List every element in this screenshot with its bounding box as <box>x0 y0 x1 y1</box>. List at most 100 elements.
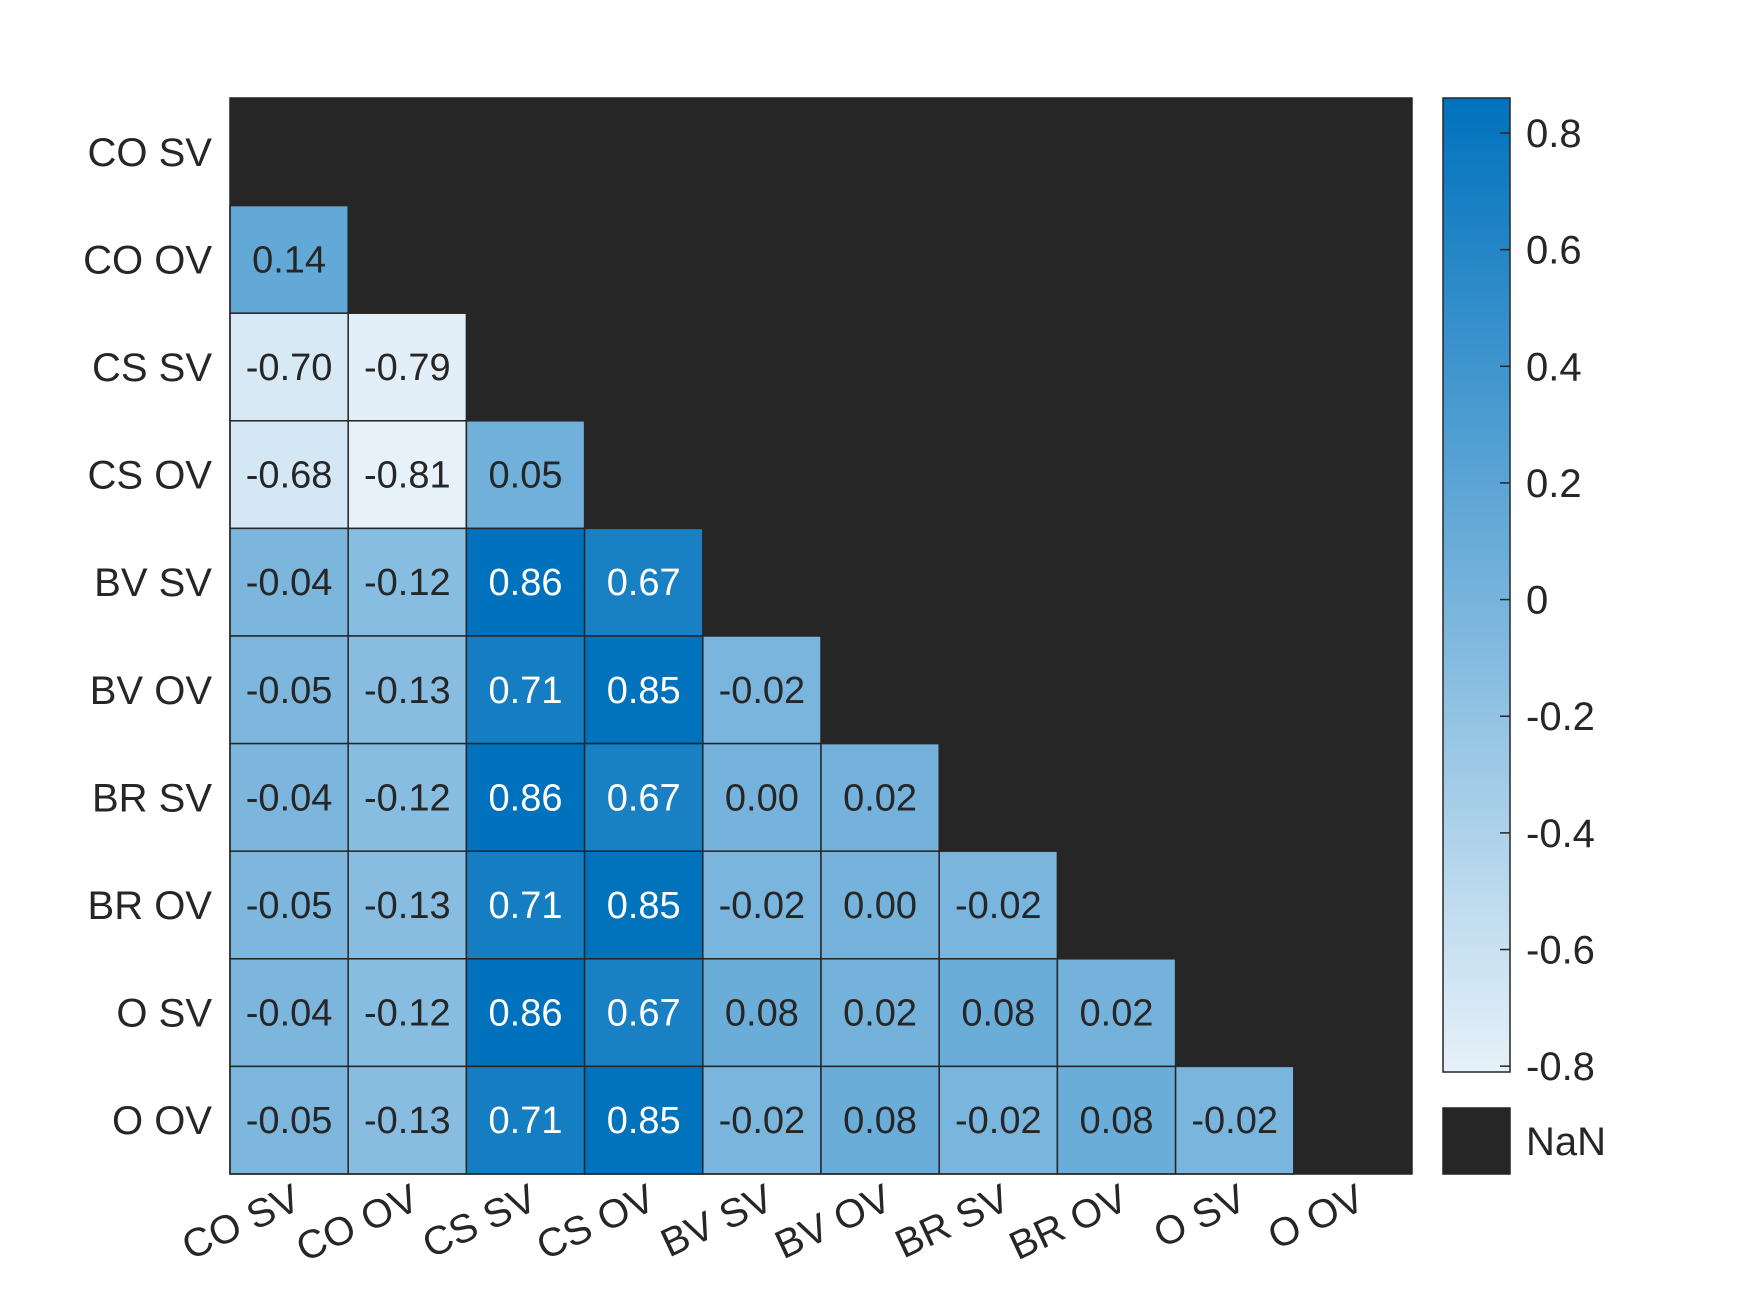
nan-label: NaN <box>1526 1120 1606 1164</box>
heatmap-cell <box>229 204 349 314</box>
y-tick-label: BR OV <box>88 884 213 928</box>
cell-value-label: 0.86 <box>489 562 563 604</box>
heatmap-cell <box>820 742 940 852</box>
cell-value-label: 0.71 <box>489 1100 563 1142</box>
heatmap-cell <box>229 742 349 852</box>
cell-value-label: 0.00 <box>843 885 917 927</box>
heatmap-cell <box>702 850 822 960</box>
heatmap-cell <box>229 850 349 960</box>
cell-value-label: -0.13 <box>364 885 451 927</box>
cell-value-label: 0.85 <box>607 670 681 712</box>
x-tick-label: BV OV <box>768 1176 898 1268</box>
cell-value-label: -0.12 <box>364 993 451 1035</box>
x-tick-label: O OV <box>1261 1176 1371 1258</box>
colorbar-tick-label: -0.4 <box>1526 812 1595 856</box>
heatmap-cell <box>347 742 468 852</box>
x-tick-label: BR SV <box>889 1176 1017 1267</box>
cell-value-label: 0.08 <box>843 1100 917 1142</box>
heatmap-cell <box>465 850 586 960</box>
cell-value-label: -0.02 <box>955 885 1042 927</box>
cell-value-label: 0.08 <box>725 993 799 1035</box>
heatmap-cell <box>583 850 704 960</box>
cell-value-label: -0.70 <box>246 347 333 389</box>
cell-value-label: -0.05 <box>246 885 333 927</box>
cell-value-label: 0.86 <box>489 777 563 819</box>
x-tick-label: CO OV <box>290 1176 426 1270</box>
heatmap-cell <box>229 527 349 637</box>
cell-value-label: -0.81 <box>364 455 451 497</box>
cell-value-label: 0.14 <box>252 239 326 281</box>
cell-value-label: -0.04 <box>246 562 333 604</box>
heatmap-cell <box>938 850 1059 960</box>
colorbar-tick-label: 0.8 <box>1526 112 1582 156</box>
heatmap-cell <box>347 527 468 637</box>
cell-value-label: -0.02 <box>955 1100 1042 1142</box>
cell-value-label: 0.85 <box>607 1100 681 1142</box>
colorbar-tick-label: -0.8 <box>1526 1045 1595 1089</box>
y-tick-label: CS SV <box>92 346 212 390</box>
heatmap-cell <box>583 635 704 745</box>
cell-value-label: 0.67 <box>607 777 681 819</box>
y-tick-label: CO OV <box>83 238 212 282</box>
y-tick-label: CO SV <box>88 131 213 175</box>
cell-value-label: -0.02 <box>719 885 806 927</box>
heatmap-cell <box>465 742 586 852</box>
x-tick-label: O SV <box>1147 1176 1253 1256</box>
y-tick-label: BV OV <box>90 669 213 713</box>
cell-value-label: 0.71 <box>489 885 563 927</box>
heatmap-cell <box>702 635 822 745</box>
y-tick-label: CS OV <box>88 454 213 498</box>
colorbar-tick-label: -0.2 <box>1526 695 1595 739</box>
colorbar-tick-label: 0.4 <box>1526 345 1582 389</box>
heatmap-cell <box>583 527 704 637</box>
x-tick-label: BV SV <box>654 1176 780 1266</box>
cell-value-label: 0.71 <box>489 670 563 712</box>
cell-value-label: 0.86 <box>489 993 563 1035</box>
heatmap-area: 0.14 -0.70 -0.79 -0.68 -0.81 0.05 -0.04 -0.12 0.… <box>229 97 1413 1175</box>
y-axis: CO SV CO OV CS SV CS OV BV SV BV OV BR SV BR OV… <box>83 131 212 1143</box>
cell-value-label: -0.04 <box>246 993 333 1035</box>
cell-value-label: 0.05 <box>489 455 563 497</box>
cell-value-label: -0.13 <box>364 670 451 712</box>
heatmap-cell <box>347 312 468 422</box>
x-tick-label: CO SV <box>175 1176 307 1269</box>
cell-value-label: -0.79 <box>364 347 451 389</box>
colorbar-tick-label: 0.6 <box>1526 229 1582 273</box>
y-tick-label: BV SV <box>94 561 212 605</box>
cell-value-label: 0.08 <box>961 993 1035 1035</box>
cell-value-label: 0.67 <box>607 562 681 604</box>
heatmap-cell <box>1056 958 1177 1068</box>
heatmap-cell <box>583 742 704 852</box>
y-tick-label: O OV <box>112 1099 212 1143</box>
colorbar-tick-label: -0.6 <box>1526 929 1595 973</box>
cell-value-label: -0.12 <box>364 562 451 604</box>
heatmap-cell <box>938 958 1059 1068</box>
cell-value-label: 0.02 <box>1080 993 1154 1035</box>
cell-value-label: -0.13 <box>364 1100 451 1142</box>
cell-value-label: 0.02 <box>843 777 917 819</box>
y-tick-label: BR SV <box>92 776 212 820</box>
cell-value-label: -0.04 <box>246 777 333 819</box>
heatmap-cell <box>702 742 822 852</box>
heatmap-cell <box>465 635 586 745</box>
cell-value-label: -0.02 <box>719 670 806 712</box>
cell-value-label: 0.00 <box>725 777 799 819</box>
heatmap-cell <box>465 958 586 1068</box>
nan-swatch <box>1442 1107 1511 1175</box>
cell-value-label: -0.02 <box>1191 1100 1278 1142</box>
heatmap-cell <box>702 1065 822 1175</box>
y-tick-label: O SV <box>116 992 212 1036</box>
cell-value-label: -0.12 <box>364 777 451 819</box>
heatmap-cell <box>465 527 586 637</box>
heatmap-cell <box>347 958 468 1068</box>
x-tick-label: CS OV <box>530 1176 662 1269</box>
heatmap-cell <box>229 958 349 1068</box>
colorbar-gradient <box>1442 97 1511 1073</box>
colorbar: 0.8 0.6 0.4 0.2 0 -0.2 -0.4 -0.6 -0.8 NaN <box>1442 97 1606 1175</box>
plot-border <box>229 97 1413 1175</box>
heatmap-cell <box>347 635 468 745</box>
cell-value-label: -0.05 <box>246 670 333 712</box>
heatmap-cell <box>347 1065 468 1175</box>
